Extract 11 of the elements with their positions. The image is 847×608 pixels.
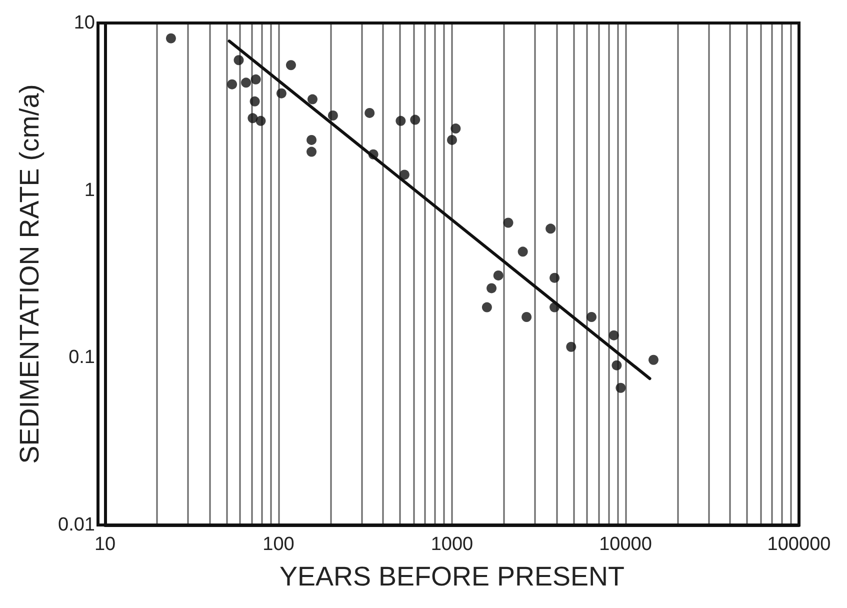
y-tick-label: 10	[74, 12, 95, 34]
x-axis-title: YEARS BEFORE PRESENT	[279, 562, 625, 592]
x-tick-label: 1000	[430, 534, 474, 555]
x-tick-label: 100	[262, 534, 294, 555]
x-tick-label: 100000	[767, 534, 831, 555]
y-tick-label: 0.01	[58, 514, 95, 536]
x-tick-label: 10000	[599, 534, 652, 555]
x-tick-label: 10	[94, 534, 116, 555]
y-tick-label: 1	[84, 180, 95, 201]
y-tick-label: 0.1	[68, 347, 95, 368]
y-axis-title: SEDIMENTATION RATE (cm/a)	[14, 84, 44, 464]
